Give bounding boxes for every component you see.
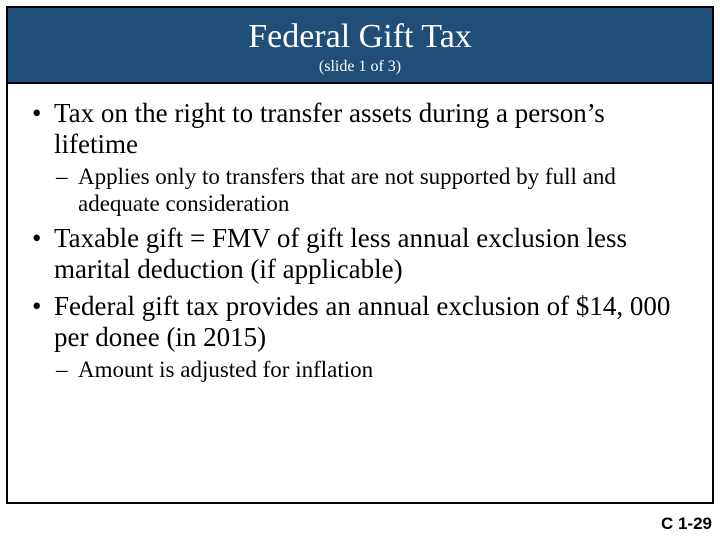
sub-bullet-list: Applies only to transfers that are not s… — [54, 164, 692, 217]
bullet-item: Federal gift tax provides an annual excl… — [28, 291, 692, 384]
sub-bullet-text: Amount is adjusted for inflation — [78, 357, 373, 382]
sub-bullet-item: Applies only to transfers that are not s… — [54, 164, 692, 217]
bullet-text: Taxable gift = FMV of gift less annual e… — [54, 223, 627, 284]
slide-number: C 1-29 — [661, 514, 712, 534]
bullet-item: Tax on the right to transfer assets duri… — [28, 98, 692, 217]
slide-subtitle: (slide 1 of 3) — [18, 58, 702, 76]
slide-frame: Federal Gift Tax (slide 1 of 3) Tax on t… — [6, 6, 714, 504]
bullet-text: Federal gift tax provides an annual excl… — [54, 291, 670, 352]
sub-bullet-list: Amount is adjusted for inflation — [54, 357, 692, 383]
sub-bullet-text: Applies only to transfers that are not s… — [78, 164, 616, 215]
sub-bullet-item: Amount is adjusted for inflation — [54, 357, 692, 383]
bullet-text: Tax on the right to transfer assets duri… — [54, 98, 605, 159]
bullet-list: Tax on the right to transfer assets duri… — [28, 98, 692, 384]
bullet-item: Taxable gift = FMV of gift less annual e… — [28, 223, 692, 285]
title-bar: Federal Gift Tax (slide 1 of 3) — [8, 8, 712, 84]
slide-title: Federal Gift Tax — [18, 18, 702, 56]
slide-body: Tax on the right to transfer assets duri… — [8, 84, 712, 400]
